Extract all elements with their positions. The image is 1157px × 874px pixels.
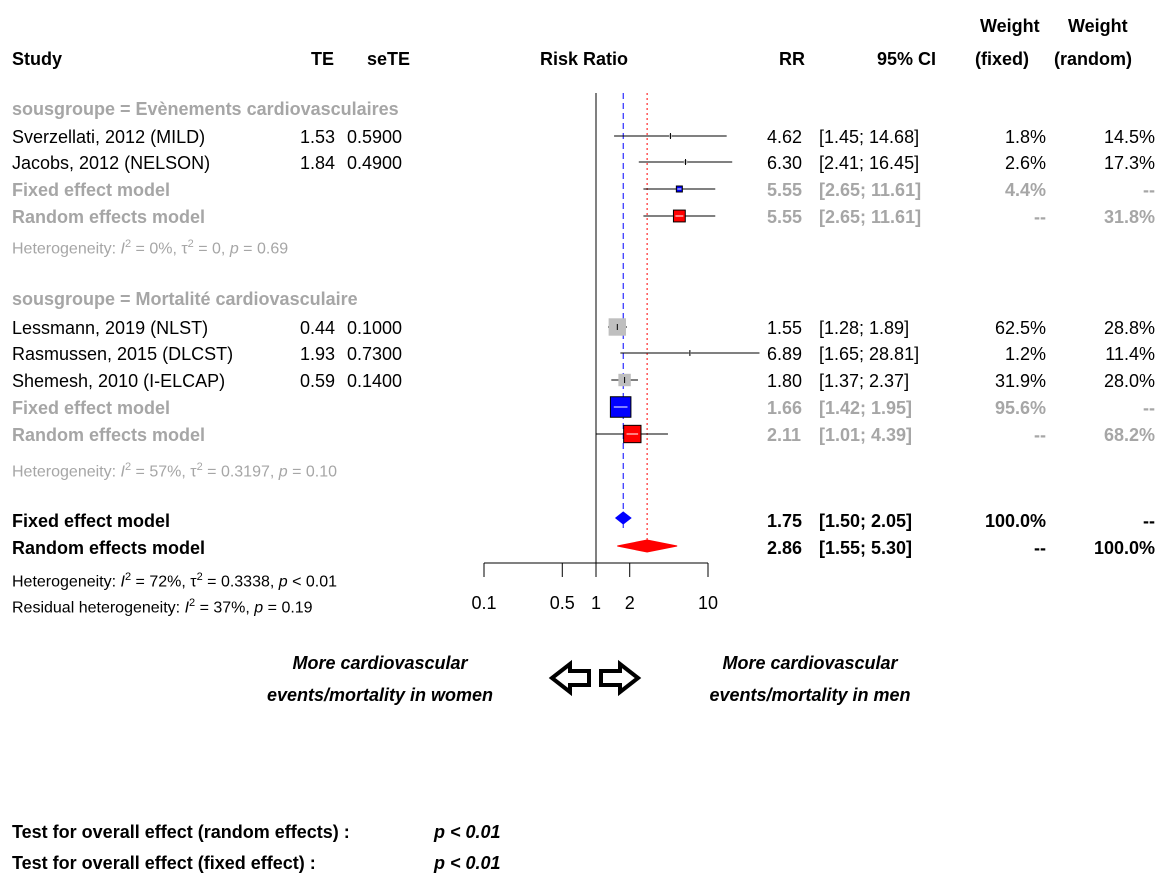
study-rr: 1.55: [767, 318, 803, 338]
study-weight-fixed: 31.9%: [994, 371, 1046, 391]
subgroup-random-ci: [1.01; 4.39]: [819, 425, 913, 445]
study-rr: 6.89: [767, 344, 803, 364]
header-weight-random-sub: (random): [1054, 49, 1132, 69]
overall-random-label: Random effects model: [12, 538, 206, 558]
study-ci: [1.65; 28.81]: [819, 344, 920, 364]
subgroup-random-label: Random effects model: [12, 425, 206, 445]
study-weight-fixed: 1.2%: [1004, 344, 1046, 364]
study-ci: [2.41; 16.45]: [819, 153, 920, 173]
study-te: 1.53: [300, 127, 336, 147]
study-weight-fixed: 2.6%: [1004, 153, 1046, 173]
study-ci: [1.45; 14.68]: [819, 127, 920, 147]
study-name: Sverzellati, 2012 (MILD): [12, 127, 206, 147]
header-weight-random: Weight: [1068, 16, 1128, 36]
overall-random-weight: 100.0%: [1093, 538, 1155, 558]
study-te: 0.44: [300, 318, 336, 338]
subgroup-fixed-weight: 4.4%: [1004, 180, 1046, 200]
residual-heterogeneity: Residual heterogeneity: I2 = 37%, p = 0.…: [12, 597, 313, 617]
study-sete: 0.1000: [347, 318, 403, 338]
subgroup-random-rr: 5.55: [767, 207, 803, 227]
axis-tick-label: 0.1: [471, 593, 497, 613]
subgroup-label: sousgroupe = Mortalité cardiovasculaire: [12, 289, 358, 309]
overall-random-rr: 2.86: [767, 538, 803, 558]
study-name: Lessmann, 2019 (NLST): [12, 318, 209, 338]
study-rr: 6.30: [767, 153, 803, 173]
study-name: Jacobs, 2012 (NELSON): [12, 153, 211, 173]
study-weight-random: 28.0%: [1103, 371, 1155, 391]
overall-random-ci: [1.55; 5.30]: [819, 538, 913, 558]
subgroup-random-weight: 68.2%: [1103, 425, 1155, 445]
test-overall-random-p: p < 0.01: [434, 822, 501, 842]
subgroup-random-ci: [2.65; 11.61]: [819, 207, 922, 227]
subgroup-fixed-ci: [2.65; 11.61]: [819, 180, 922, 200]
study-te: 1.93: [300, 344, 336, 364]
study-weight-random: 17.3%: [1103, 153, 1155, 173]
study-weight-random: 11.4%: [1105, 344, 1155, 364]
overall-heterogeneity: Heterogeneity: I2 = 72%, τ2 = 0.3338, p …: [12, 571, 338, 591]
overall-fixed-weight: 100.0%: [984, 511, 1046, 531]
study-weight-fixed: 62.5%: [994, 318, 1046, 338]
header-weight-fixed-sub: (fixed): [975, 49, 1029, 69]
overall-fixed-weight-random: --: [1143, 511, 1155, 531]
study-weight-fixed: 1.8%: [1004, 127, 1046, 147]
subgroup-random-weight-fixed: --: [1034, 425, 1046, 445]
direction-left-line2: events/mortality in women: [266, 685, 494, 705]
header-sete: seTE: [367, 49, 411, 69]
axis-tick-label: 1: [590, 593, 601, 613]
study-sete: 0.4900: [347, 153, 403, 173]
subgroup-fixed-rr: 1.66: [767, 398, 803, 418]
axis-tick-label: 0.5: [549, 593, 575, 613]
overall-fixed-rr: 1.75: [767, 511, 803, 531]
header-te: TE: [311, 49, 335, 69]
overall-random-diamond: [617, 539, 678, 553]
direction-left-line1: More cardiovascular: [292, 653, 468, 673]
subgroup-fixed-rr: 5.55: [767, 180, 803, 200]
subgroup-random-rr: 2.11: [767, 425, 802, 445]
test-overall-fixed-label: Test for overall effect (fixed effect) :: [12, 853, 316, 873]
study-ci: [1.37; 2.37]: [819, 371, 910, 391]
header-ci: 95% CI: [877, 49, 937, 69]
overall-fixed-diamond: [614, 511, 632, 525]
study-sete: 0.7300: [347, 344, 403, 364]
subgroup-fixed-label: Fixed effect model: [12, 398, 171, 418]
study-ci: [1.28; 1.89]: [819, 318, 910, 338]
subgroup-fixed-weight: 95.6%: [994, 398, 1046, 418]
header-risk-ratio: Risk Ratio: [540, 49, 629, 69]
subgroup-fixed-weight-random: --: [1143, 398, 1155, 418]
header-study: Study: [12, 49, 63, 69]
subgroup-fixed-weight-random: --: [1143, 180, 1155, 200]
overall-fixed-ci: [1.50; 2.05]: [819, 511, 913, 531]
subgroup-fixed-label: Fixed effect model: [12, 180, 171, 200]
subgroup-random-weight-fixed: --: [1034, 207, 1046, 227]
header-rr: RR: [779, 49, 805, 69]
subgroup-label: sousgroupe = Evènements cardiovasculaire…: [12, 99, 399, 119]
study-weight-random: 14.5%: [1103, 127, 1155, 147]
subgroup-heterogeneity: Heterogeneity: I2 = 57%, τ2 = 0.3197, p …: [12, 461, 338, 481]
study-name: Shemesh, 2010 (I-ELCAP): [12, 371, 226, 391]
subgroup-random-label: Random effects model: [12, 207, 206, 227]
subgroup-fixed-ci: [1.42; 1.95]: [819, 398, 913, 418]
study-sete: 0.5900: [347, 127, 403, 147]
direction-right-line1: More cardiovascular: [722, 653, 898, 673]
study-rr: 1.80: [767, 371, 803, 391]
study-te: 0.59: [300, 371, 336, 391]
study-rr: 4.62: [767, 127, 803, 147]
direction-right-line2: events/mortality in men: [709, 685, 911, 705]
study-sete: 0.1400: [347, 371, 403, 391]
subgroup-random-weight: 31.8%: [1103, 207, 1155, 227]
test-overall-fixed-p: p < 0.01: [434, 853, 501, 873]
study-weight-random: 28.8%: [1103, 318, 1155, 338]
overall-fixed-label: Fixed effect model: [12, 511, 171, 531]
study-te: 1.84: [300, 153, 336, 173]
header-weight-fixed: Weight: [980, 16, 1040, 36]
axis-tick-label: 2: [624, 593, 635, 613]
subgroup-heterogeneity: Heterogeneity: I2 = 0%, τ2 = 0, p = 0.69: [12, 238, 289, 258]
axis-tick-label: 10: [697, 593, 719, 613]
study-name: Rasmussen, 2015 (DLCST): [12, 344, 234, 364]
test-overall-random-label: Test for overall effect (random effects)…: [12, 822, 350, 842]
overall-random-weight-fixed: --: [1034, 538, 1046, 558]
